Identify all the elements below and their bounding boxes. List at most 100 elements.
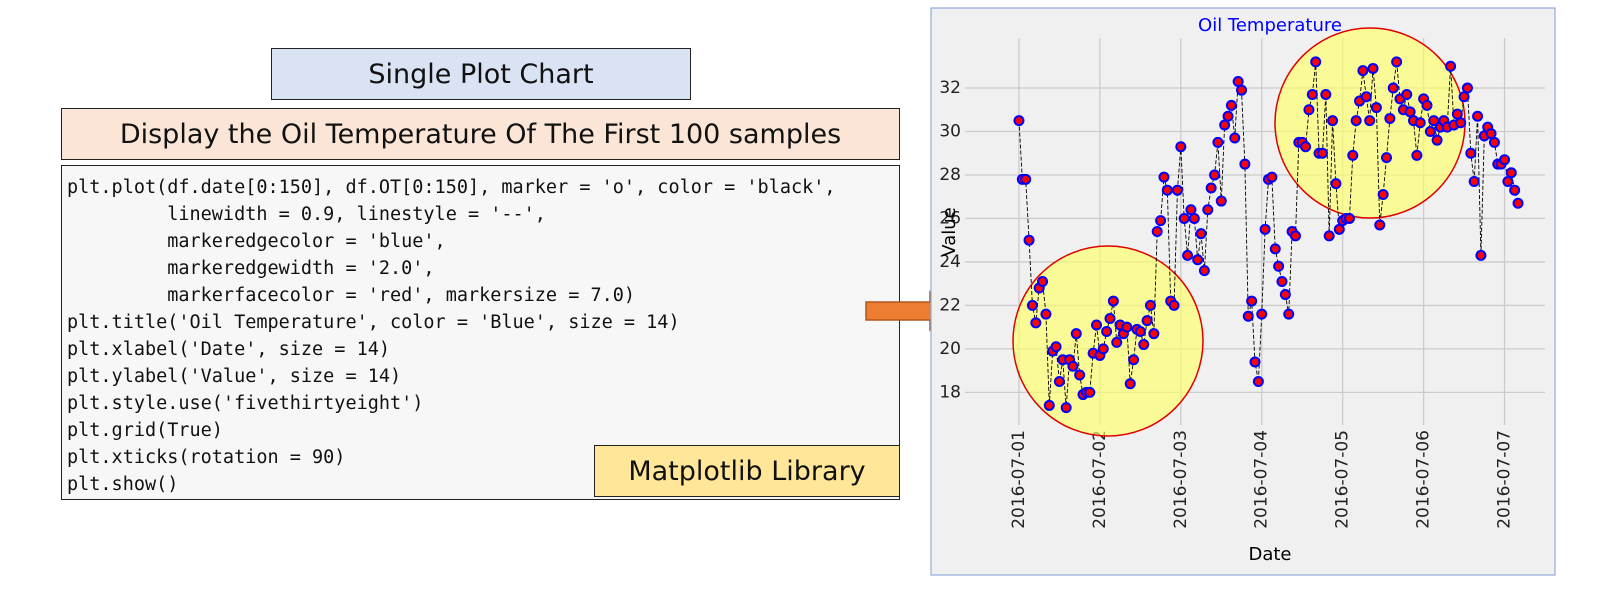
data-point [1316,147,1328,159]
code-line: plt.ylabel('Value', size = 14) [67,366,402,387]
data-point [1509,184,1521,196]
data-point [1488,136,1500,148]
data-point [1182,249,1194,261]
data-point [1097,343,1109,355]
data-point [1212,136,1224,148]
code-block: plt.plot(df.date[0:150], df.OT[0:150], m… [61,165,900,500]
data-point [1229,132,1241,144]
data-point [1381,152,1393,164]
data-point [1043,399,1055,411]
data-point [1030,317,1042,329]
data-point [1259,223,1271,235]
data-point [1222,110,1234,122]
code-line: markeredgecolor = 'blue', [67,231,446,252]
data-point [1205,182,1217,194]
data-point [1209,169,1221,181]
code-line: plt.plot(df.date[0:150], df.OT[0:150], m… [67,177,836,198]
code-line: plt.title('Oil Temperature', color = 'Bl… [67,312,680,333]
data-point [1037,276,1049,288]
data-point [1111,336,1123,348]
data-point [1232,75,1244,87]
highlight-circle [1012,245,1204,437]
data-point [1202,204,1214,216]
data-point [1502,175,1514,187]
data-point [1505,167,1517,179]
data-point [1300,141,1312,153]
data-point [1168,299,1180,311]
data-point [1367,62,1379,74]
data-point [1347,149,1359,161]
x-tick-label: 2016-07-07 [1495,430,1515,529]
y-tick-label: 24 [939,252,961,272]
data-point [1401,89,1413,101]
data-point [1468,175,1480,187]
data-point [1067,360,1079,372]
data-point [1198,265,1210,277]
data-point [1391,56,1403,68]
data-point [1185,204,1197,216]
data-point [1485,128,1497,140]
data-point [1303,104,1315,116]
data-point [1074,369,1086,381]
data-point [1178,212,1190,224]
data-point [1040,308,1052,320]
subtitle-box: Display the Oil Temperature Of The First… [61,108,900,160]
data-point [1161,184,1173,196]
data-point [1020,173,1032,185]
data-point [1050,341,1062,353]
data-point [1060,402,1072,414]
data-point [1327,115,1339,127]
data-point [1461,82,1473,94]
y-tick-label: 26 [939,208,961,228]
data-point [1151,226,1163,237]
data-point [1499,154,1511,166]
data-point [1236,84,1248,96]
data-point [1421,99,1433,111]
code-line: plt.xlabel('Date', size = 14) [67,339,391,360]
data-point [1124,378,1136,390]
data-point [1320,89,1332,101]
data-point [1465,147,1477,159]
data-point [1343,212,1355,224]
data-point [1333,223,1345,235]
library-box: Matplotlib Library [594,445,900,497]
data-point [1101,326,1113,338]
data-point [1249,356,1261,368]
code-line: plt.show() [67,474,179,495]
data-point [1084,386,1096,398]
data-point [1357,65,1369,77]
y-tick-label: 20 [939,339,961,359]
data-point [1370,102,1382,114]
data-point [1330,178,1342,190]
data-point [1279,289,1291,301]
y-tick-label: 30 [939,121,961,141]
data-point [1455,117,1467,129]
data-point [1171,184,1183,196]
x-tick-label: 2016-07-03 [1171,430,1191,529]
data-point [1252,376,1264,388]
data-point [1239,158,1251,170]
data-point [1107,295,1119,307]
data-point [1192,254,1204,266]
data-point [1158,171,1170,183]
data-point [1387,82,1399,94]
data-point [1225,99,1237,111]
data-point [1384,112,1396,124]
x-tick-label: 2016-07-04 [1252,430,1272,529]
data-point [1306,89,1318,101]
data-point [1451,108,1463,120]
data-point [1266,171,1278,183]
data-point [1256,308,1268,320]
code-line: markerfacecolor = 'red', markersize = 7.… [67,285,636,306]
data-point [1053,376,1065,388]
data-point [1121,321,1133,333]
x-tick-label: 2016-07-01 [1009,430,1029,529]
y-tick-label: 32 [939,78,961,98]
data-point [1175,141,1187,153]
data-point [1289,230,1301,242]
data-point [1276,276,1288,288]
data-point [1195,228,1207,240]
code-line: plt.style.use('fivethirtyeight') [67,393,424,414]
